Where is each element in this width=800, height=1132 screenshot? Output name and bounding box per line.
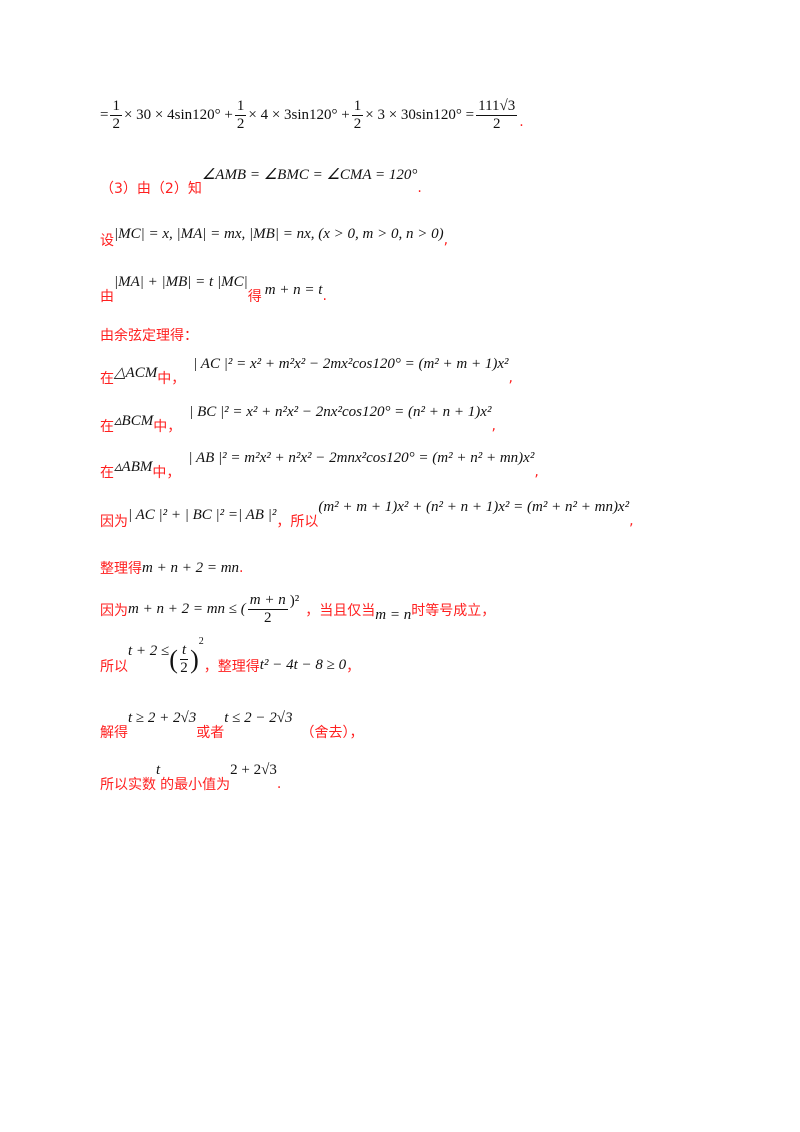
period: . xyxy=(276,776,282,792)
denominator: 2 xyxy=(492,116,501,132)
period: . xyxy=(519,113,524,130)
text: 时等号成立， xyxy=(411,602,496,619)
math: |MC| = x, |MA| = mx, |MB| = nx, (x > 0, … xyxy=(114,225,444,242)
numerator: 111√3 xyxy=(476,98,518,116)
cosine-law-heading: 由余弦定理得： xyxy=(100,325,198,345)
math: 2 + 2√3 xyxy=(230,761,277,778)
term: × 30 × 4sin120° + xyxy=(123,107,233,123)
triangle: △ACM xyxy=(114,364,158,381)
denominator: 2 xyxy=(236,116,245,132)
text: （舍去）， xyxy=(300,725,364,741)
text: 得 xyxy=(247,289,262,305)
text: （3）由（2）知 xyxy=(100,181,202,197)
math: t² − 4t − 8 ≥ 0 xyxy=(259,657,347,673)
text: 解得 xyxy=(100,725,128,741)
triangle-acm-line: 在 △ACM 中， | AC |² = x² + m²x² − 2mx²cos1… xyxy=(100,356,513,388)
numerator: 1 xyxy=(110,98,122,116)
math: | BC |² = x² + n²x² − 2nx²cos120° = (n² … xyxy=(189,403,492,420)
right-paren: ) xyxy=(190,644,199,674)
equals: = xyxy=(100,107,109,123)
math: )² xyxy=(289,593,300,609)
because-line: 因为 | AC |² + | BC |² =| AB |² ，所以 (m² + … xyxy=(100,499,634,531)
math: t xyxy=(156,761,161,778)
text: 在 xyxy=(100,371,114,387)
triangle: ▵BCM xyxy=(114,412,154,429)
math: t ≥ 2 + 2√3 xyxy=(128,709,197,726)
exponent: 2 xyxy=(198,636,204,647)
comma: ， xyxy=(346,658,361,675)
comma: , xyxy=(443,232,449,248)
period: . xyxy=(417,180,422,196)
simplify-line: 整理得 m + n + 2 = mn . xyxy=(100,558,243,578)
math: t + 2 ≤ xyxy=(128,643,170,659)
text: ，整理得 xyxy=(203,658,260,675)
text: 中， xyxy=(157,371,186,387)
text: 因为 xyxy=(100,514,128,530)
term: × 4 × 3sin120° + xyxy=(248,107,350,123)
math: (m² + m + 1)x² + (n² + n + 1)x² = (m² + … xyxy=(318,498,630,515)
math: | AC |² + | BC |² =| AB |² xyxy=(128,506,277,523)
triangle-abm-line: 在 ▵ABM 中， | AB |² = m²x² + n²x² − 2mnx²c… xyxy=(100,450,539,482)
math: t ≤ 2 − 2√3 xyxy=(224,709,293,726)
math: m + n + 2 = mn xyxy=(142,559,240,576)
comma: , xyxy=(629,513,634,529)
numerator: 1 xyxy=(234,98,247,116)
period: . xyxy=(322,288,327,304)
let-line: 设 |MC| = x, |MA| = mx, |MB| = nx, (x > 0… xyxy=(100,224,448,250)
numerator: t xyxy=(179,642,189,660)
denominator: 2 xyxy=(353,116,362,132)
term: × 3 × 30sin120° = xyxy=(365,107,475,123)
sum-line: 由 |MA| + |MB| = t |MC| 得 m + n = t . xyxy=(100,274,327,306)
math: |MA| + |MB| = t |MC| xyxy=(114,273,248,290)
text: ，所以 xyxy=(276,514,319,530)
text: 由 xyxy=(100,289,114,305)
numerator: m + n xyxy=(247,592,288,610)
text: 中， xyxy=(152,465,181,481)
text: 或者 xyxy=(196,725,225,741)
text: 的最小值为 xyxy=(160,777,231,793)
left-paren: ( xyxy=(169,644,178,674)
part3-line: （3）由（2）知 ∠AMB = ∠BMC = ∠CMA = 120° . xyxy=(100,167,422,198)
denominator: 2 xyxy=(264,610,272,626)
fraction: 111√3 2 xyxy=(476,98,518,133)
text: 整理得 xyxy=(100,561,142,577)
conclusion-line: 所以实数 t 的最小值为 2 + 2√3 . xyxy=(100,762,281,794)
numerator: 1 xyxy=(351,98,364,116)
math: m = n xyxy=(375,607,412,623)
text: ，当且仅当 xyxy=(305,602,376,619)
denominator: 2 xyxy=(112,116,120,132)
text: 所以实数 xyxy=(100,777,156,793)
math: m + n = t xyxy=(264,281,323,298)
text: 在 xyxy=(100,465,114,481)
period: . xyxy=(239,560,244,576)
math: | AC |² = x² + m²x² − 2mx²cos120° = (m² … xyxy=(193,355,509,372)
math: | AB |² = m²x² + n²x² − 2mnx²cos120° = (… xyxy=(188,449,535,466)
text: 由余弦定理得： xyxy=(100,328,198,344)
text: 设 xyxy=(100,233,114,249)
math: ∠AMB = ∠BMC = ∠CMA = 120° xyxy=(201,166,418,183)
solve-line: 解得 t ≥ 2 + 2√3 或者 t ≤ 2 − 2√3 （舍去）， xyxy=(100,710,364,742)
text: 在 xyxy=(100,419,114,435)
comma: , xyxy=(508,370,513,386)
comma: , xyxy=(534,464,539,480)
math: m + n + 2 = mn ≤ ( xyxy=(128,601,246,617)
comma: , xyxy=(491,418,496,434)
text: 中， xyxy=(153,419,182,435)
text: 所以 xyxy=(100,658,128,675)
denominator: 2 xyxy=(180,660,188,676)
triangle: ▵ABM xyxy=(114,458,153,475)
triangle-bcm-line: 在 ▵BCM 中， | BC |² = x² + n²x² − 2nx²cos1… xyxy=(100,404,496,436)
text: 因为 xyxy=(100,602,128,619)
